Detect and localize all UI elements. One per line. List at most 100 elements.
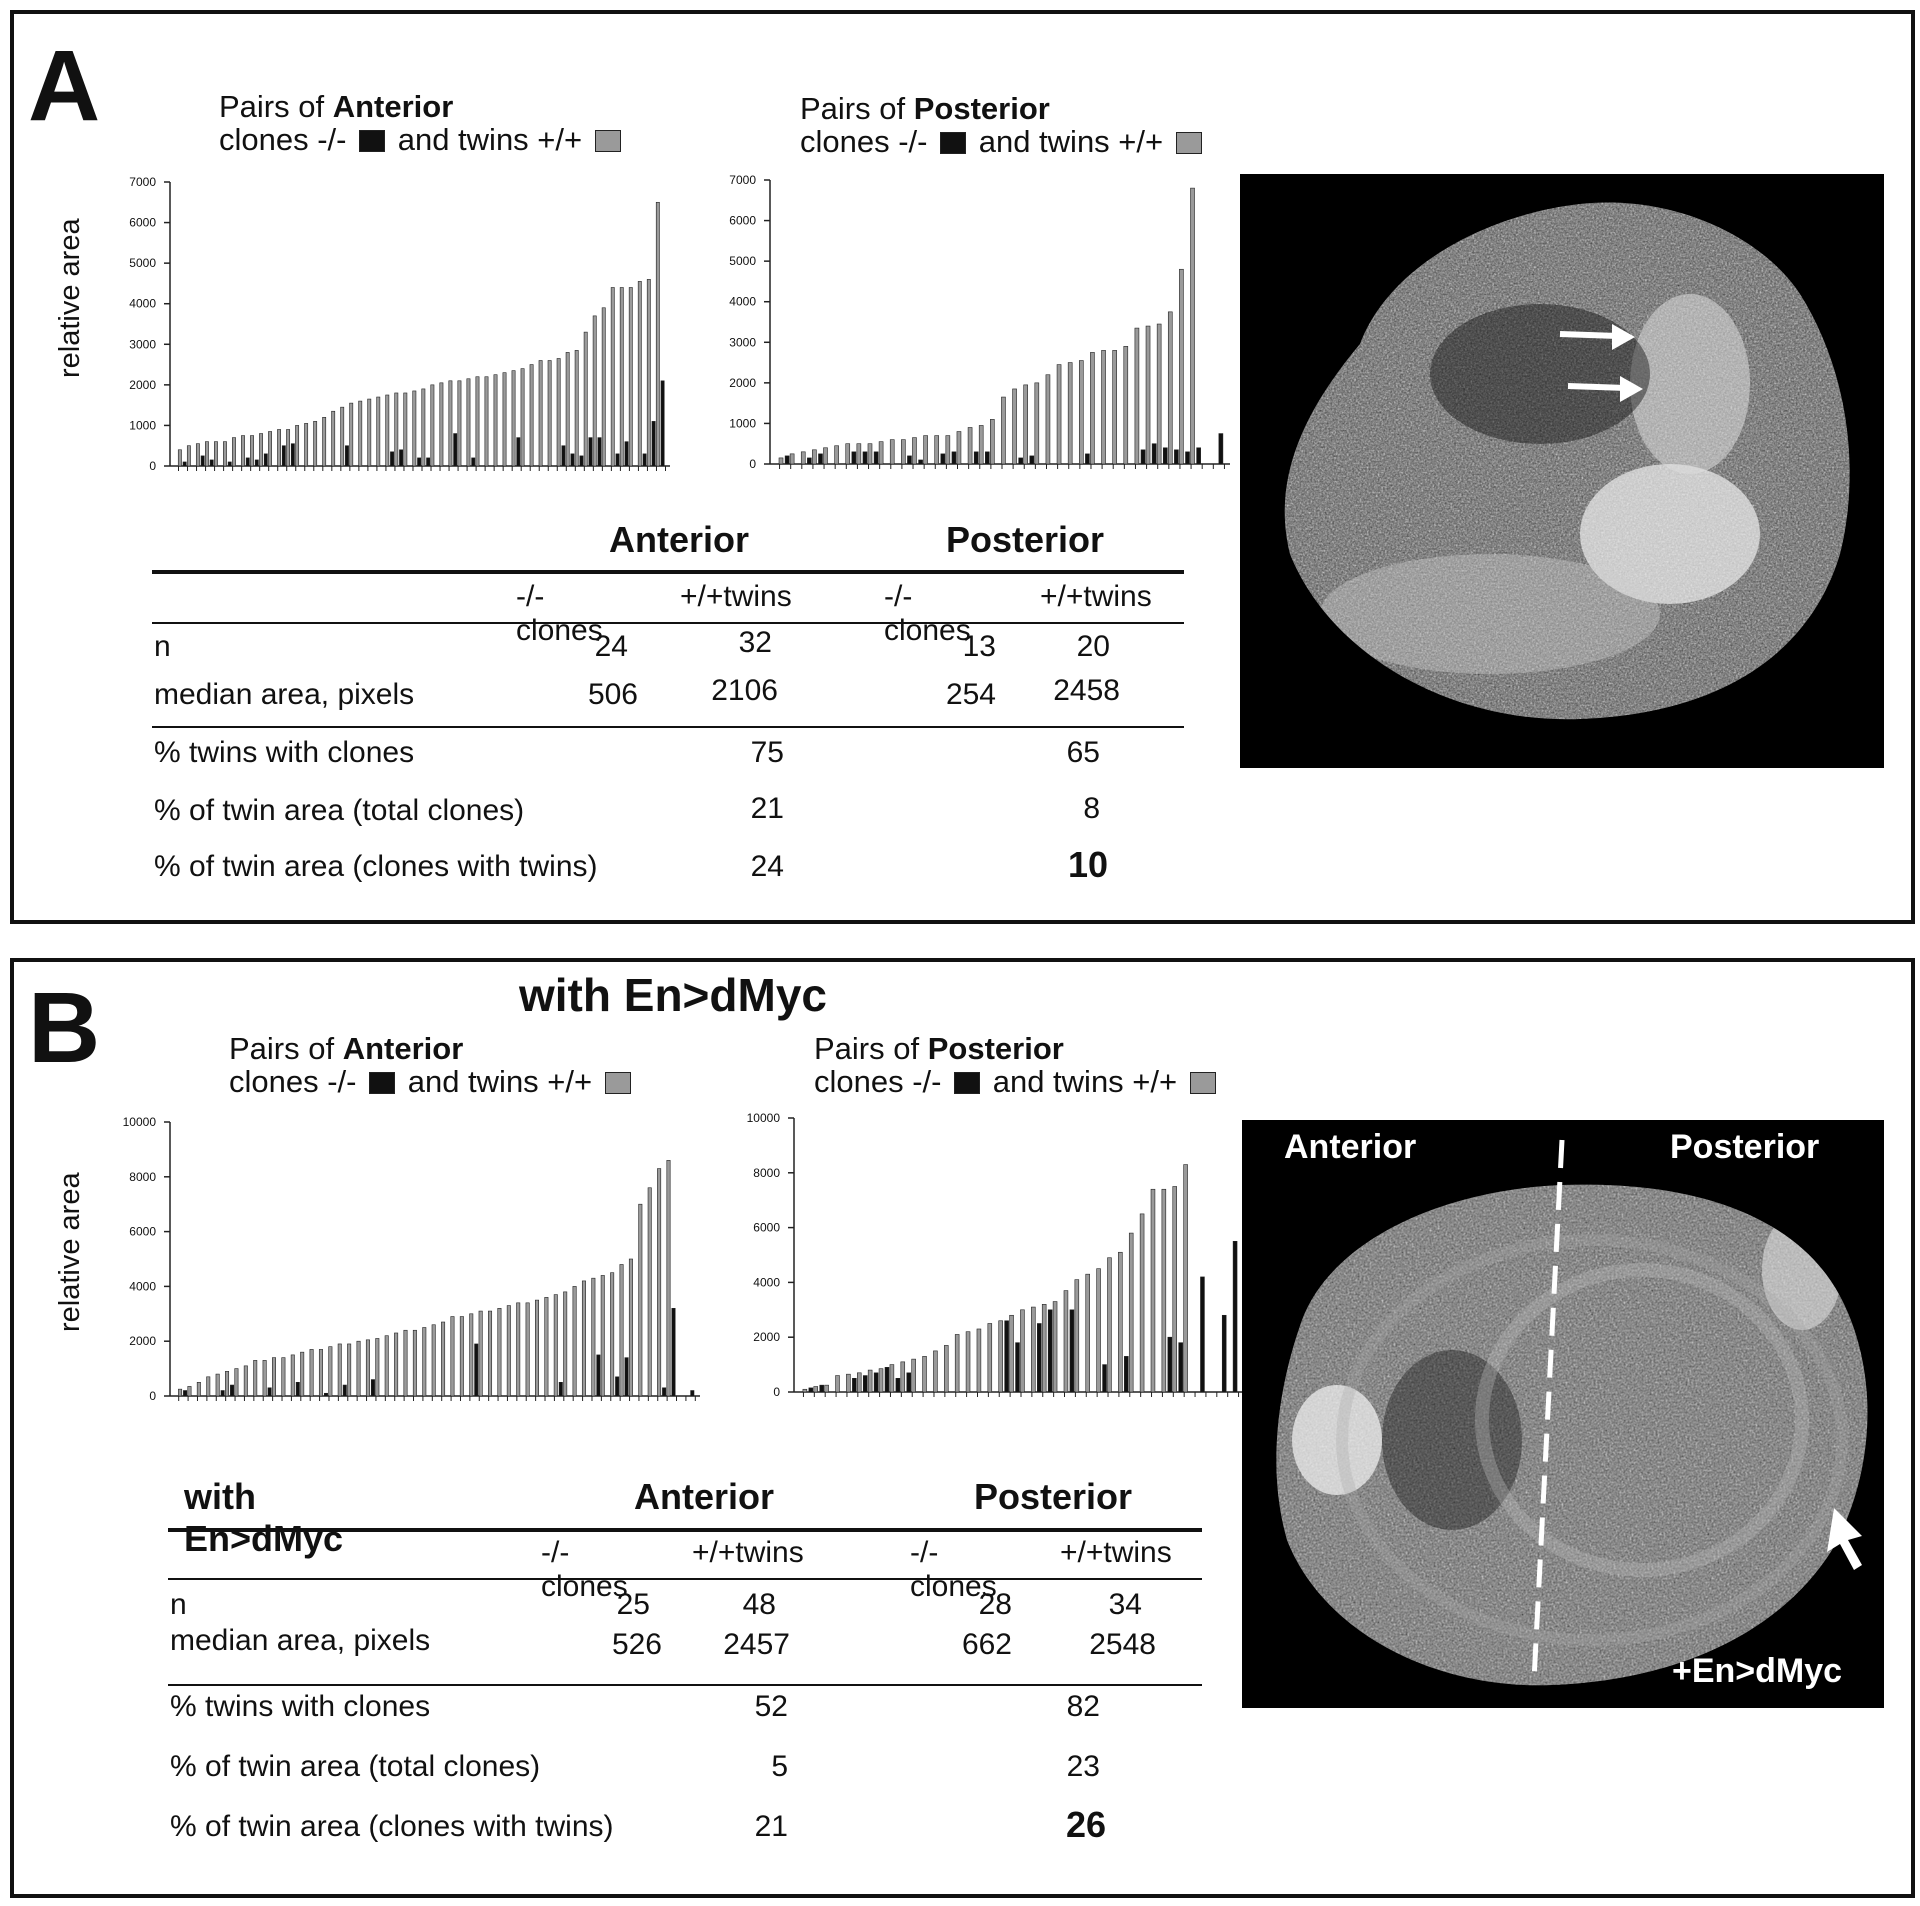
bar-clone: [615, 453, 620, 467]
bar-twin: [1067, 362, 1073, 465]
bar-twin: [1101, 350, 1106, 465]
bar-clone: [906, 1372, 911, 1393]
bar-twin: [1056, 364, 1062, 465]
bar-clone: [561, 445, 566, 467]
y-tick-label: 10000: [123, 1115, 157, 1129]
bar-twin: [802, 1388, 808, 1393]
chart-anterior-a: 0 1000 2000 3000 4000 5000 6000 7000: [129, 175, 670, 473]
bar-clone: [1004, 1320, 1009, 1393]
bar-twin: [1090, 352, 1095, 465]
bar-twin: [878, 1368, 884, 1393]
bar-twin: [912, 437, 917, 465]
y-axis-label: relative area: [54, 1172, 86, 1332]
bar-twin: [990, 419, 995, 465]
bar-clone: [873, 451, 879, 465]
bar-clone: [1029, 455, 1035, 465]
bar-twin: [1161, 1188, 1167, 1393]
bar-twin: [978, 425, 984, 465]
bar-clone: [183, 1390, 188, 1397]
y-tick-label: 5000: [129, 256, 156, 270]
bar-twin: [232, 437, 236, 467]
bar-twin: [241, 435, 245, 467]
bar-clone: [862, 1375, 868, 1393]
bar-twin: [286, 429, 291, 467]
bar-twin: [857, 1372, 862, 1393]
table-rule: [168, 1578, 1202, 1580]
y-tick-label: 10000: [747, 1111, 781, 1125]
bar-twin: [601, 307, 606, 467]
bar-twin: [1063, 1290, 1069, 1393]
bar-twin: [889, 1364, 895, 1393]
bar-clone: [851, 451, 857, 465]
bar-clone: [818, 453, 823, 465]
bar-twin: [1118, 1251, 1123, 1393]
bar-clone: [884, 1367, 890, 1393]
bar-clone: [263, 453, 268, 467]
bar-twin: [1123, 346, 1129, 465]
bar-twin: [488, 1310, 493, 1397]
bar-clone: [1124, 1356, 1129, 1393]
bar-clone: [220, 1390, 225, 1397]
bar-clone: [985, 451, 990, 465]
summary-value: 65: [1066, 736, 1100, 769]
bar-twin: [1128, 1232, 1134, 1393]
cell-value: 13: [962, 630, 996, 663]
bar-twin: [196, 1381, 201, 1397]
cell-value: 28: [978, 1588, 1012, 1621]
bar-clone: [471, 457, 476, 467]
panel-b: B with En>dMyc Pairs of Anterior clones …: [10, 958, 1915, 1898]
bar-clone: [784, 455, 790, 465]
bar-twin: [349, 402, 354, 467]
bar-twin: [591, 1277, 596, 1397]
bar-twin: [259, 433, 263, 467]
subheader: -/-clones: [910, 1536, 997, 1603]
bar-twin: [1167, 311, 1173, 465]
bar-clone: [624, 441, 629, 467]
bar-twin: [954, 1334, 960, 1393]
summary-value: 21: [750, 792, 784, 825]
bar-twin: [1078, 360, 1084, 465]
bar-clone: [570, 453, 575, 467]
bar-twin: [1190, 187, 1195, 465]
bar-twin: [186, 445, 191, 467]
bar-twin: [610, 1272, 615, 1397]
bar-twin: [313, 421, 318, 467]
bar-clone: [516, 437, 521, 467]
bar-twin: [272, 1357, 276, 1397]
bar-twin: [1134, 327, 1140, 465]
y-tick-label: 3000: [129, 337, 156, 351]
bar-twin: [457, 380, 462, 467]
summary-value: 24: [750, 850, 784, 883]
bar-clone: [399, 449, 404, 467]
summary-label: % of twin area (clones with twins): [154, 850, 598, 883]
bar-twin: [835, 1375, 840, 1393]
bar-twin: [478, 1310, 483, 1397]
bar-twin: [846, 1373, 851, 1393]
y-tick-label: 2000: [129, 378, 156, 392]
bar-twin: [187, 1386, 192, 1397]
bar-clone: [182, 461, 187, 467]
bar-twin: [309, 1349, 314, 1397]
summary-label: % of twin area (total clones): [170, 1750, 541, 1783]
twin-swatch: [594, 130, 621, 152]
bar-clone: [579, 455, 584, 467]
twin-swatch: [1175, 132, 1202, 154]
bar-twin: [911, 1358, 916, 1393]
bar-twin: [900, 1361, 906, 1393]
bar-twin: [610, 287, 615, 467]
cell-value: 2458: [1053, 674, 1120, 707]
bar-twin: [469, 1313, 474, 1397]
y-tick-label: 6000: [129, 216, 156, 230]
clone-swatch: [359, 130, 386, 152]
bar-twin: [448, 380, 453, 467]
cell-value: 25: [616, 1588, 650, 1621]
bar-twin: [889, 439, 895, 465]
clone-swatch: [954, 1072, 981, 1094]
bar-clone: [390, 451, 394, 467]
bar-twin: [430, 384, 435, 467]
bar-twin: [281, 1357, 286, 1397]
header-anterior: Anterior: [609, 519, 750, 560]
summary-label: % of twin area (total clones): [154, 794, 525, 827]
bar-twin: [525, 1302, 530, 1397]
bar-clone: [1102, 1364, 1107, 1393]
